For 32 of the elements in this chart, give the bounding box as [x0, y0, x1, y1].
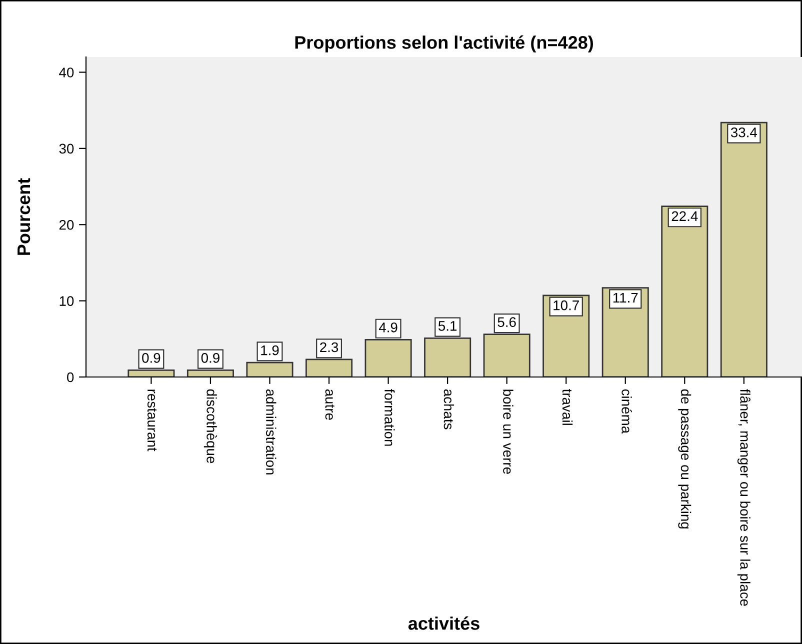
data-label: 5.6 — [498, 317, 516, 328]
x-tick-label: autre — [325, 389, 334, 420]
x-tick-label: de passage ou parking — [678, 389, 692, 528]
data-label: 0.9 — [142, 352, 160, 363]
data-label: 11.7 — [613, 292, 638, 302]
y-tick-label: 20 — [59, 220, 74, 230]
x-tick-label: travail — [562, 389, 573, 425]
data-label: 10.7 — [554, 300, 579, 310]
data-label: 4.9 — [378, 322, 398, 332]
data-label: 22.4 — [672, 211, 698, 221]
x-tick-label: restaurant — [147, 390, 157, 452]
bar — [720, 122, 768, 377]
x-tick-label: flâner, manger ou boire sur la place — [737, 389, 750, 606]
y-tick-label: 40 — [59, 68, 74, 78]
y-tick-label: 30 — [59, 144, 74, 154]
x-axis-title: activités — [408, 616, 480, 630]
data-label: 2.3 — [320, 342, 338, 352]
x-tick-label: cinéma — [622, 389, 632, 434]
chart-title: Proportions selon l'activité (n=428) — [295, 35, 593, 52]
y-axis-title: Pourcent — [18, 178, 30, 255]
x-tick-label: discothèque — [204, 389, 218, 464]
data-label: 1.9 — [261, 345, 279, 356]
x-tick-label: boire un verre — [503, 390, 514, 474]
data-label: 5.1 — [438, 321, 457, 331]
data-label: 33.4 — [730, 127, 758, 138]
data-label: 0.9 — [201, 352, 220, 363]
bar — [661, 206, 708, 377]
x-tick-label: formation — [384, 389, 395, 446]
x-tick-label: administration — [266, 389, 276, 474]
y-tick-label: 0 — [67, 372, 74, 382]
x-tick-label: achats — [444, 389, 454, 430]
y-tick-label: 10 — [60, 296, 74, 306]
